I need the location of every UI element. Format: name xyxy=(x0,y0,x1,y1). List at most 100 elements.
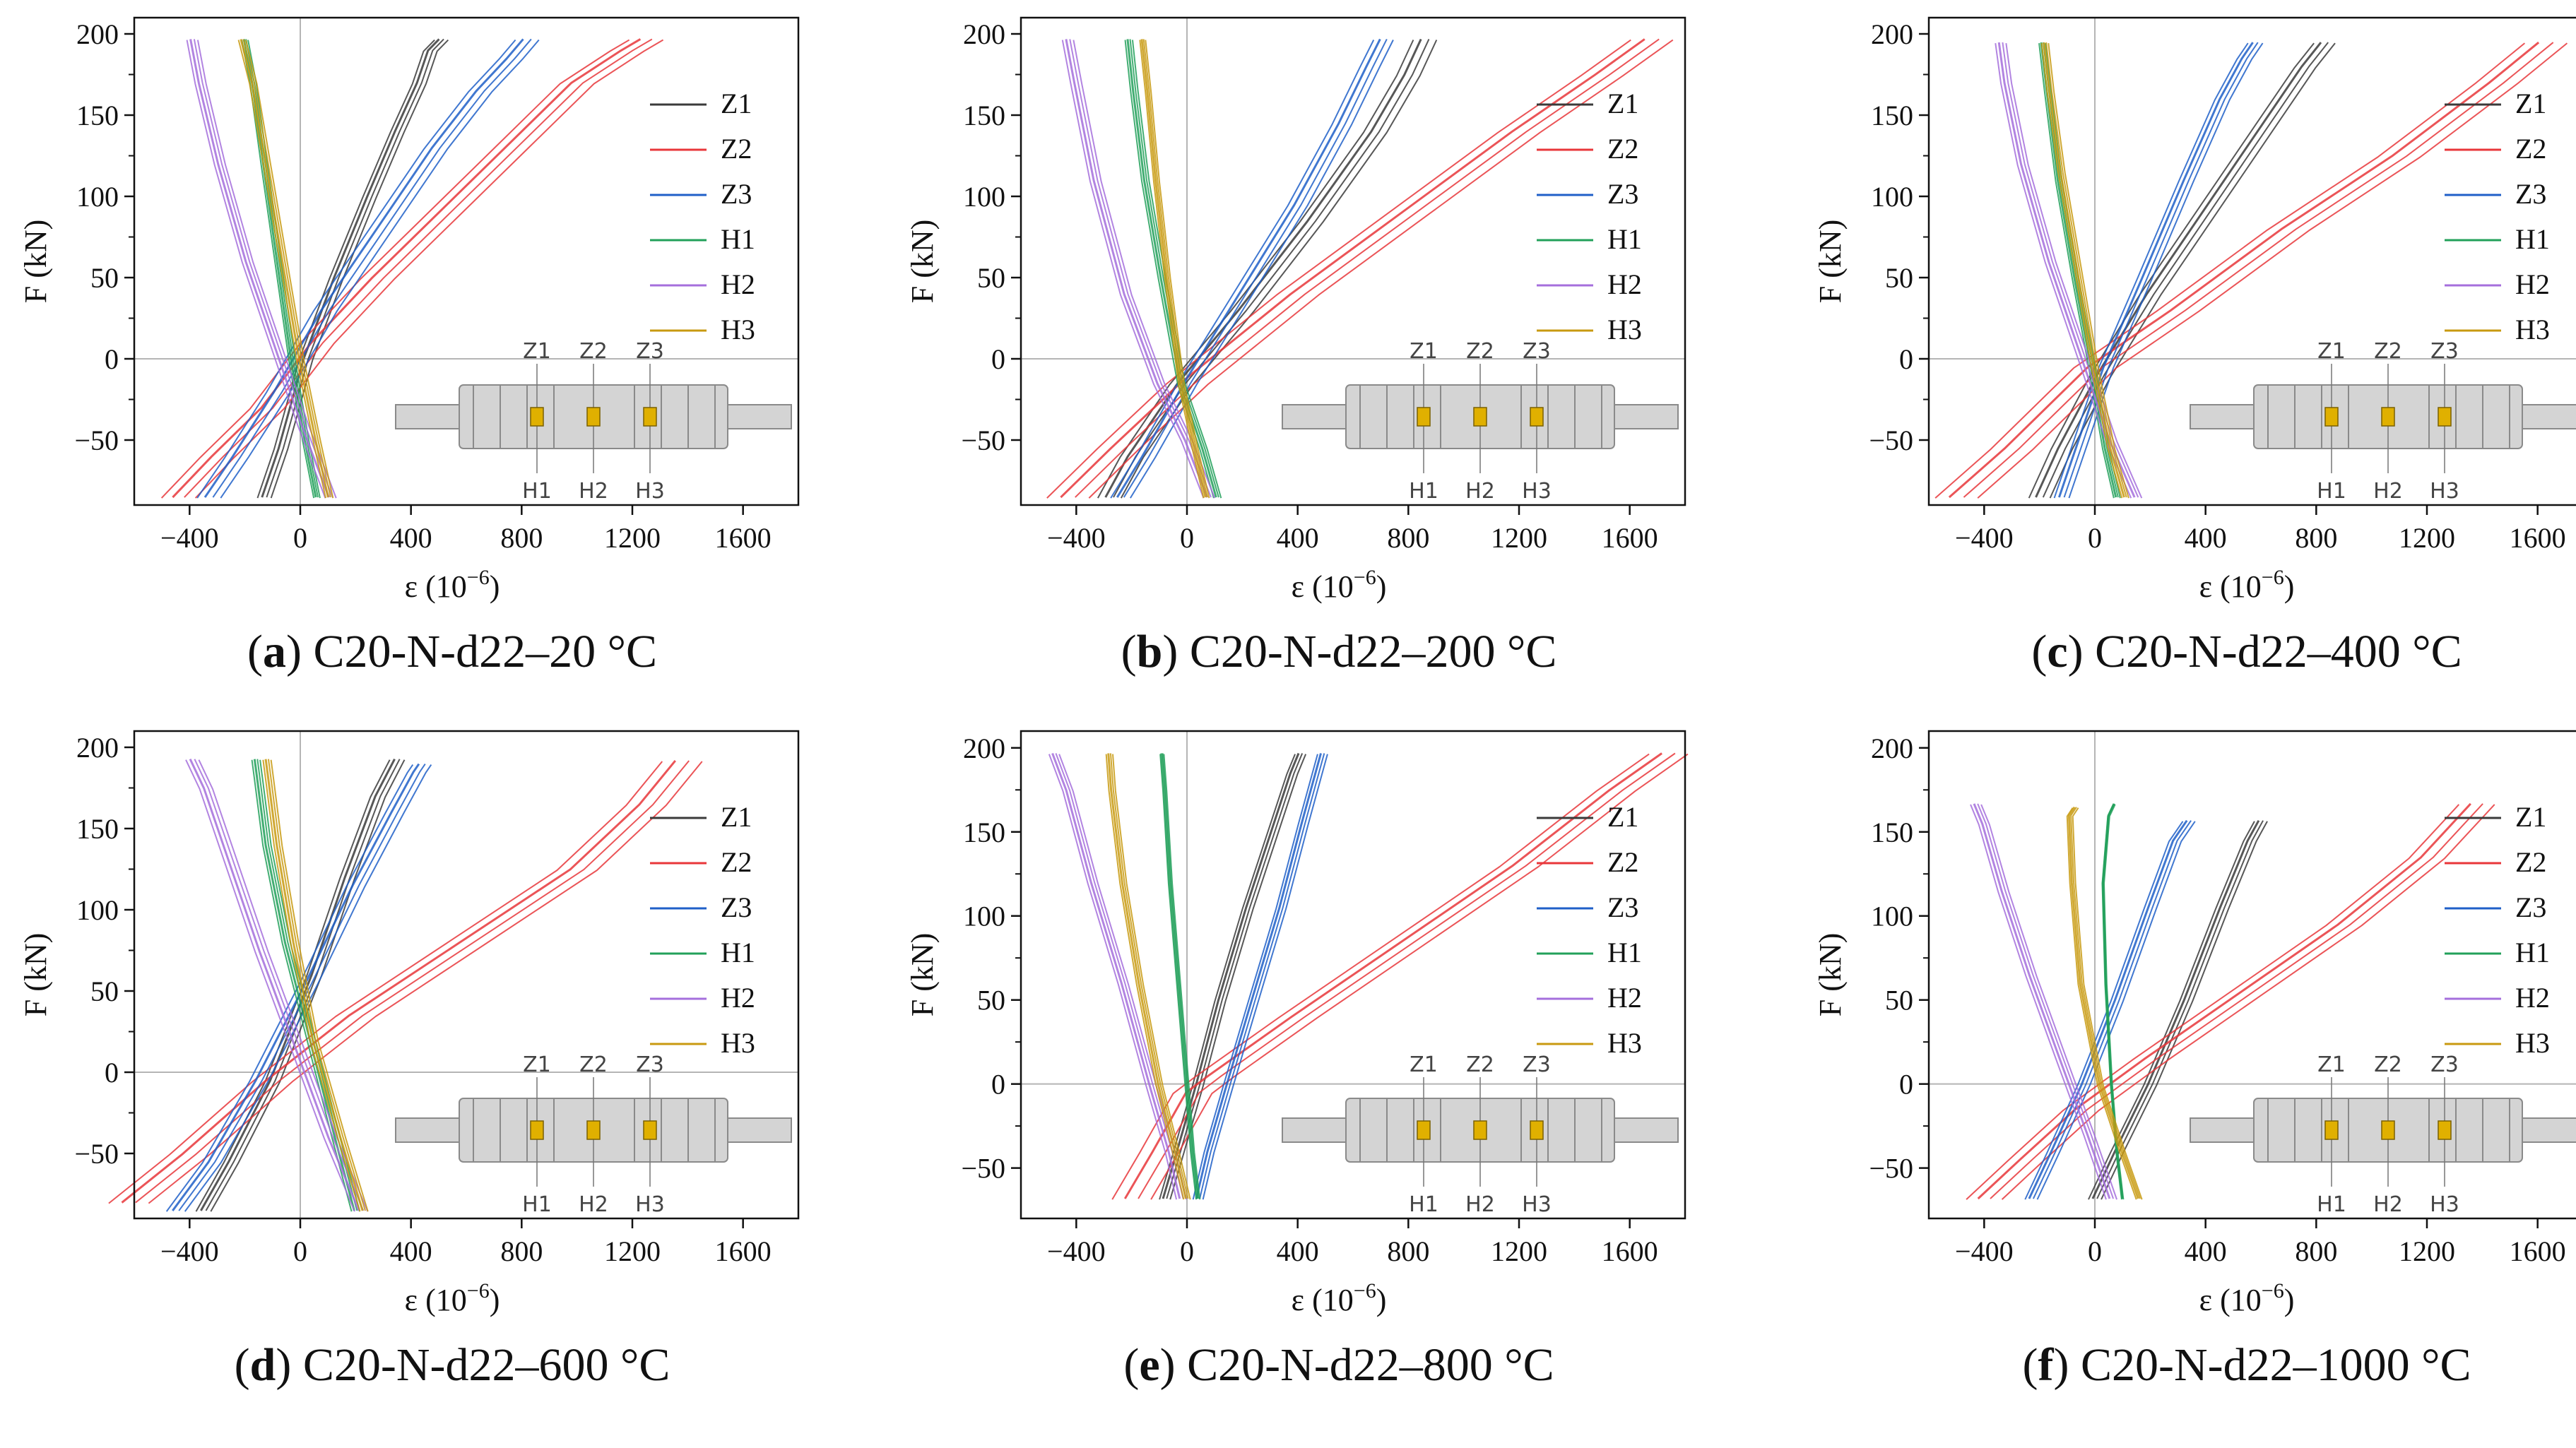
series-line-H1-trace-1 xyxy=(2038,42,2115,499)
series-line-H3-trace-3 xyxy=(242,39,331,498)
x-axis-title-close: ) xyxy=(1376,1283,1387,1317)
series-line-Z1-trace-1 xyxy=(2088,821,2255,1200)
x-tick-label: 400 xyxy=(2185,522,2227,554)
series-line-H2-trace-3 xyxy=(194,759,365,1211)
x-tick-label: 1600 xyxy=(715,522,772,554)
series-H3 xyxy=(2040,42,2129,499)
x-axis-title-base: ε (10 xyxy=(2199,569,2262,604)
y-tick-label: 100 xyxy=(76,894,119,926)
series-H3 xyxy=(2066,806,2143,1200)
x-axis-title-base: ε (10 xyxy=(1292,569,1354,604)
series-line-H3-trace-1 xyxy=(2040,42,2123,499)
series-line-H2-trace-2 xyxy=(1997,42,2136,498)
x-tick-label: −400 xyxy=(1047,1235,1106,1267)
legend-label-Z1: Z1 xyxy=(2515,801,2546,833)
legend: Z1 Z2 Z3 H1 H2 H3 xyxy=(1537,801,1642,1059)
plot-frame xyxy=(133,730,800,1220)
chart-svg-e: −400 0 400 800 1200 1600 −50 0 50 100 150 200 F (kN)… xyxy=(905,730,1689,1317)
y-tick-label: −50 xyxy=(1869,1153,1913,1185)
series-line-Z3-trace-4 xyxy=(2068,42,2264,499)
legend-label-H1: H1 xyxy=(721,937,755,968)
gauge-label-top: Z2 xyxy=(579,1052,608,1077)
gauge-label-bottom: H1 xyxy=(522,479,552,504)
series-line-Z2-trace-1 xyxy=(1046,39,1631,499)
series-line-Z3-trace-1 xyxy=(1192,754,1318,1200)
gauge-label-top: Z1 xyxy=(523,339,551,364)
series-line-Z3-trace-2 xyxy=(2028,819,2188,1199)
chart-svg-b: −400 0 400 800 1200 1600 −50 0 50 100 150 200 F (kN)… xyxy=(905,16,1686,604)
series-line-Z1-trace-3 xyxy=(266,38,444,498)
specimen-rod-left xyxy=(395,1117,467,1143)
series-line-H1-trace-2 xyxy=(253,759,355,1211)
y-tick-label: 150 xyxy=(76,813,119,845)
x-axis-title: ε (10−6) xyxy=(2199,566,2295,604)
y-tick-label: 0 xyxy=(105,343,119,375)
plot-frame xyxy=(133,16,800,506)
specimen-diagram: Z1 H1 Z2 H2 Z3 H3 xyxy=(395,339,792,504)
y-tick-label: 150 xyxy=(963,817,1005,848)
chart-svg-f: −400 0 400 800 1200 1600 −50 0 50 100 150 200 F (kN)… xyxy=(1813,730,2576,1317)
caption-paren-open: ( xyxy=(1121,626,1137,677)
legend-label-H2: H2 xyxy=(721,268,755,300)
gauge-label-bottom: H1 xyxy=(2317,1192,2346,1217)
y-tick-label: −50 xyxy=(961,1153,1005,1185)
series-Z3 xyxy=(1110,38,1394,499)
gauge-label-bottom: H1 xyxy=(2317,479,2346,504)
series-line-Z3-trace-4 xyxy=(1202,754,1328,1200)
gauge-label-bottom: H3 xyxy=(1522,1192,1552,1217)
series-line-Z3-trace-4 xyxy=(1129,40,1394,499)
x-tick-label: 1200 xyxy=(604,522,661,554)
series-line-H3-trace-2 xyxy=(1107,753,1187,1199)
series-line-H2-trace-2 xyxy=(1051,752,1181,1199)
y-axis-title: F (kN) xyxy=(18,220,53,304)
x-tick-label: 400 xyxy=(390,1235,432,1267)
gauge-label-bottom: H2 xyxy=(1465,479,1495,504)
series-line-Z2-trace-1 xyxy=(1934,42,2526,499)
series-line-Z2-trace-4 xyxy=(194,39,664,499)
strain-gauge xyxy=(2438,407,2452,427)
gauge-label-top: Z1 xyxy=(2317,339,2346,364)
series-line-H3-trace-1 xyxy=(2066,807,2137,1200)
x-tick-label: 800 xyxy=(1387,1235,1429,1267)
series-line-H1-trace-3 xyxy=(1129,39,1219,498)
series-line-Z3-trace-2 xyxy=(1116,38,1381,498)
y-tick-label: 50 xyxy=(90,975,119,1007)
series-line-Z1-trace-1 xyxy=(256,39,435,499)
y-axis-title: F (kN) xyxy=(18,933,53,1017)
series-Z3 xyxy=(2053,42,2264,499)
specimen-rod-right xyxy=(2515,1117,2576,1143)
gauge-label-bottom: H3 xyxy=(1522,479,1552,504)
y-tick-label: −50 xyxy=(1869,425,1913,456)
gauge-label-top: Z2 xyxy=(1466,1052,1494,1077)
series-line-H3-trace-4 xyxy=(244,40,334,499)
series-line-H3-trace-3 xyxy=(1142,39,1208,498)
gauge-label-top: Z3 xyxy=(2430,1052,2459,1077)
series-line-H1-trace-1 xyxy=(251,759,353,1212)
series-line-Z2-trace-2 xyxy=(121,760,676,1204)
legend-label-Z2: Z2 xyxy=(2515,846,2546,878)
panel-caption: (c) C20-N-d22–400 °C xyxy=(2031,625,2462,679)
series-Z2 xyxy=(1966,802,2495,1200)
y-tick-label: 0 xyxy=(105,1057,119,1088)
legend-label-Z1: Z1 xyxy=(2515,88,2546,119)
y-tick-label: 100 xyxy=(963,901,1005,932)
y-tick-label: 100 xyxy=(963,181,1005,213)
x-tick-label: 0 xyxy=(293,522,307,554)
x-axis-title-close: ) xyxy=(490,569,500,604)
series-H2 xyxy=(1970,803,2117,1200)
x-tick-label: −400 xyxy=(1955,1235,2014,1267)
panel-caption: (b) C20-N-d22–200 °C xyxy=(1121,625,1557,679)
series-line-Z3-trace-1 xyxy=(2053,42,2249,499)
series-line-Z3-trace-2 xyxy=(172,763,420,1211)
gauge-label-top: Z3 xyxy=(2430,339,2459,364)
series-line-Z3-trace-1 xyxy=(196,39,516,499)
series-line-Z1-trace-2 xyxy=(2035,42,2322,498)
x-axis-title-exponent: −6 xyxy=(2262,566,2284,589)
x-tick-label: −400 xyxy=(1047,522,1106,554)
legend-label-Z2: Z2 xyxy=(721,846,752,878)
series-H1 xyxy=(2101,803,2125,1200)
caption-paren-close: ) xyxy=(1159,1339,1188,1391)
chart-panel-f: −400 0 400 800 1200 1600 −50 0 50 100 150 200 F (kN)… xyxy=(1795,713,2576,1420)
y-axis-title: F (kN) xyxy=(1813,220,1848,304)
